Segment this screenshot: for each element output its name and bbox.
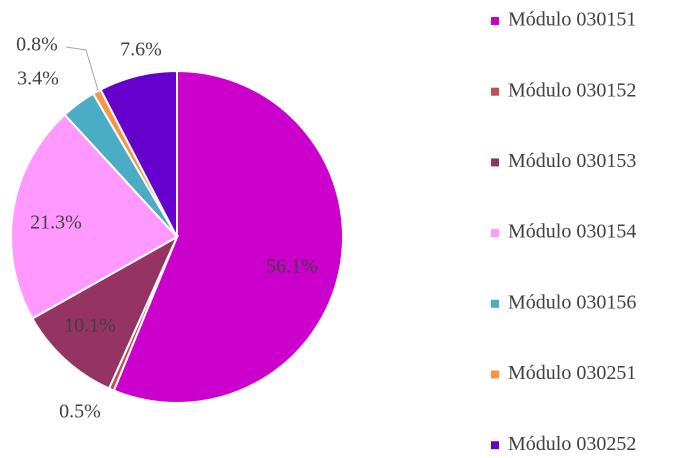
data-label: 21.3% [30, 212, 82, 234]
data-label: 56.1% [266, 256, 318, 278]
legend-swatch [491, 370, 499, 379]
legend-swatch [491, 17, 499, 25]
legend-label: Módulo 030154 [508, 221, 636, 243]
legend-swatch [491, 87, 499, 96]
legend-swatch [491, 229, 499, 238]
legend-label: Módulo 030156 [508, 291, 636, 313]
legend-label: Módulo 030153 [508, 150, 636, 172]
data-label: 0.5% [59, 401, 101, 423]
legend-label: Módulo 030151 [508, 9, 636, 31]
legend-swatch [491, 158, 499, 167]
legend-label: Módulo 030252 [508, 433, 636, 455]
leader-line [65, 46, 99, 91]
data-label: 3.4% [17, 68, 59, 90]
pie-slice [99, 69, 178, 238]
data-label: 7.6% [120, 39, 162, 61]
legend-label: Módulo 030251 [508, 362, 636, 384]
data-label: 0.8% [16, 34, 58, 56]
pie-slice [112, 69, 344, 404]
pie-slice [31, 234, 180, 390]
legend-swatch [491, 441, 499, 450]
data-label: 10.1% [64, 315, 116, 337]
legend-label: Módulo 030152 [508, 79, 636, 101]
legend-swatch [491, 299, 499, 308]
pie-slice [10, 113, 179, 320]
